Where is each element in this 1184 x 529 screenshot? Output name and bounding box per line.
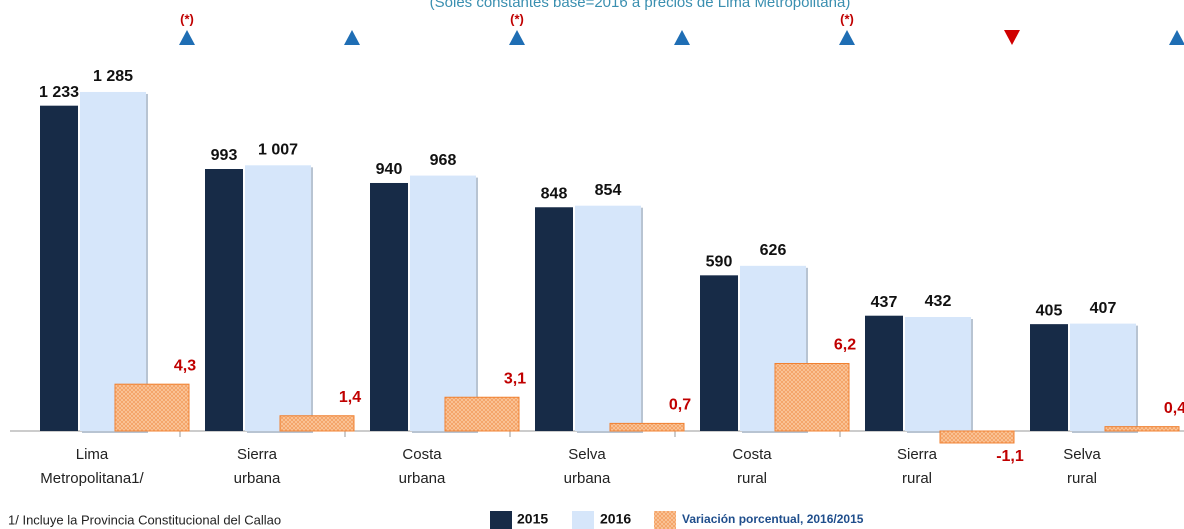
value-label: 405 (1036, 302, 1063, 319)
bar (905, 317, 971, 431)
value-label: 437 (871, 294, 898, 311)
value-label: 590 (706, 254, 733, 271)
x-tick-label: Sierra urbana (234, 446, 281, 487)
bar (245, 165, 311, 431)
x-tick-label: Costa urbana (399, 446, 446, 487)
value-label: 993 (211, 147, 238, 164)
bar (279, 415, 355, 432)
trend-marker (509, 30, 525, 45)
x-tick-label: Selva rural (1063, 446, 1101, 487)
bar (80, 91, 146, 431)
legend-swatch (654, 511, 676, 529)
value-label: 0,4 (1164, 400, 1184, 417)
significance: (*) (510, 11, 524, 26)
trend-marker (1169, 30, 1184, 45)
value-label: 407 (1090, 300, 1117, 317)
bar (575, 205, 641, 431)
bar (535, 207, 573, 431)
x-tick-label: Lima Metropolitana1/ (40, 446, 144, 487)
bar (370, 182, 408, 431)
value-label: 432 (925, 293, 952, 310)
value-label: 1,4 (339, 389, 361, 406)
legend-label: Variación porcentual, 2016/2015 (682, 512, 864, 526)
bar (1070, 323, 1136, 431)
bar (205, 169, 243, 431)
value-label: 854 (595, 182, 622, 199)
bar (700, 275, 738, 431)
value-label: 848 (541, 185, 568, 202)
value-label: 6,2 (834, 337, 856, 354)
trend-marker (1004, 30, 1020, 45)
value-label: 1 285 (93, 68, 133, 85)
bar (1030, 324, 1068, 431)
x-tick-label: Selva urbana (564, 446, 611, 487)
bar (444, 396, 520, 432)
bar (609, 422, 685, 432)
bar (114, 383, 190, 432)
bar (774, 362, 850, 432)
value-label: 626 (760, 242, 787, 259)
legend-swatch (572, 511, 594, 529)
significance: (*) (840, 11, 854, 26)
x-tick-label: Sierra rural (897, 446, 938, 487)
value-label: -1,1 (996, 448, 1024, 465)
value-label: 4,3 (174, 357, 196, 374)
trend-marker (839, 30, 855, 45)
trend-marker (674, 30, 690, 45)
bar (1104, 426, 1180, 432)
value-label: 1 007 (258, 142, 298, 159)
legend-swatch (490, 511, 512, 529)
legend-label: 2015 (517, 511, 548, 527)
bar (410, 175, 476, 431)
significance: (*) (180, 11, 194, 26)
value-label: 0,7 (669, 397, 691, 414)
bar (865, 315, 903, 431)
trend-marker (344, 30, 360, 45)
footnote: 1/ Incluye la Provincia Constitucional d… (8, 512, 281, 527)
x-tick-label: Costa rural (732, 446, 772, 487)
value-label: 940 (376, 161, 403, 178)
bar (939, 430, 1015, 444)
value-label: 3,1 (504, 370, 526, 387)
trend-marker (179, 30, 195, 45)
subtitle: (Soles constantes base=2016 a precios de… (430, 0, 851, 11)
bar (40, 105, 78, 432)
value-label: 1 233 (39, 84, 79, 101)
legend-label: 2016 (600, 511, 631, 527)
value-label: 968 (430, 152, 457, 169)
